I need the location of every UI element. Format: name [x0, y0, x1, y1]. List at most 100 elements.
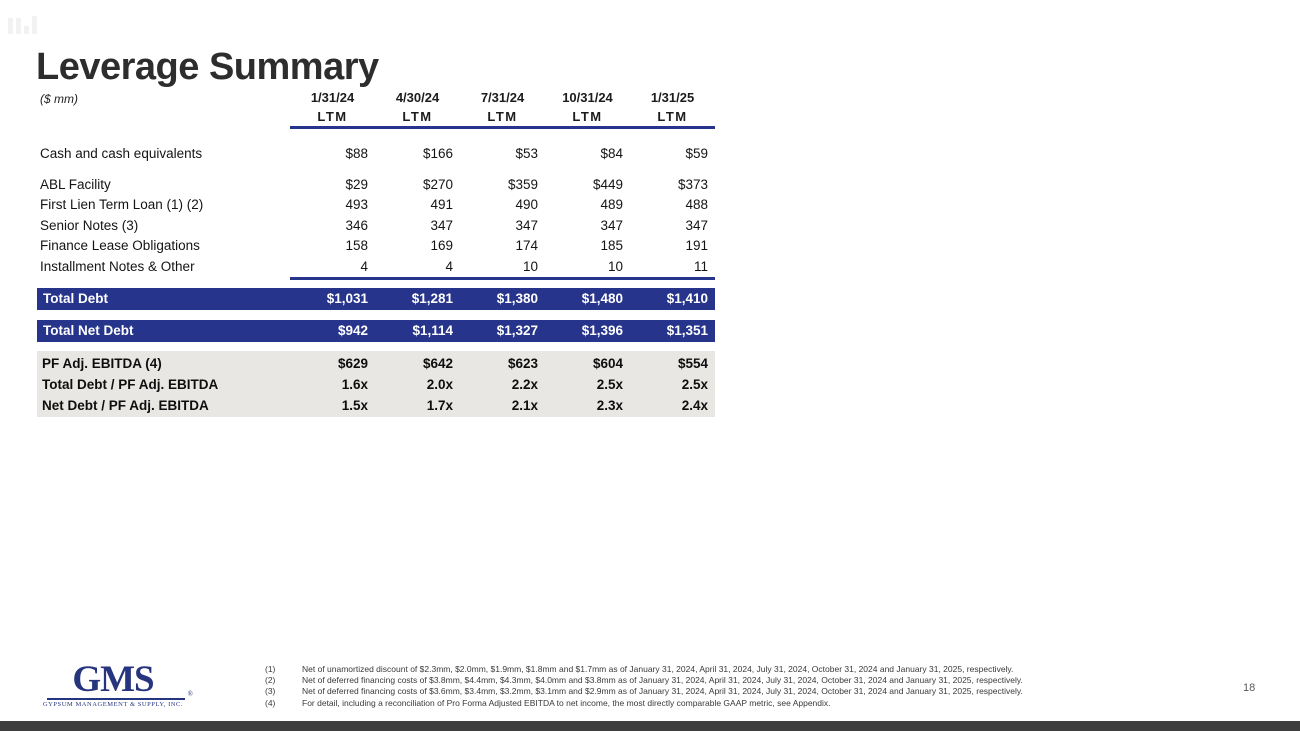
- ebitda-metrics-section: PF Adj. EBITDA (4) $629 $642 $623 $604 $…: [37, 350, 715, 417]
- table-row: Cash and cash equivalents $88 $166 $53 $…: [37, 143, 715, 164]
- cell-value: $1,380: [496, 291, 538, 306]
- gms-logo-text: GMS: [72, 659, 154, 700]
- cell-value: 11: [693, 258, 708, 274]
- cell-value: 2.5x: [681, 376, 708, 392]
- row-label: Senior Notes (3): [40, 217, 139, 233]
- ltm-label: LTM: [402, 108, 433, 124]
- cell-value: $604: [592, 355, 623, 371]
- cell-value: 169: [430, 238, 453, 254]
- table-row: PF Adj. EBITDA (4) $629 $642 $623 $604 $…: [37, 353, 715, 374]
- gms-logo-subtitle: GYPSUM MANAGEMENT & SUPPLY, INC.: [42, 701, 184, 708]
- cell-value: $1,114: [412, 323, 453, 338]
- cell-value: 4: [360, 258, 368, 274]
- subtotal-rule: [290, 276, 715, 280]
- cell-value: 2.1x: [511, 397, 538, 413]
- row-label: ABL Facility: [40, 176, 111, 192]
- cell-value: 158: [345, 238, 368, 254]
- footnote-text: Net of deferred financing costs of $3.6m…: [302, 686, 1023, 697]
- cell-value: $554: [677, 355, 708, 371]
- row-label: Net Debt / PF Adj. EBITDA: [42, 397, 209, 413]
- cell-value: $629: [337, 355, 368, 371]
- table-row: Total Debt / PF Adj. EBITDA 1.6x 2.0x 2.…: [37, 374, 715, 395]
- header-rule: [290, 126, 715, 129]
- cell-value: $1,031: [326, 291, 368, 306]
- cell-value: $29: [345, 176, 368, 192]
- ltm-label: LTM: [487, 108, 518, 124]
- row-label: Installment Notes & Other: [40, 258, 195, 274]
- cell-value: 2.4x: [681, 397, 708, 413]
- cell-value: $1,410: [666, 291, 708, 306]
- cell-value: 346: [345, 217, 368, 233]
- ltm-label: LTM: [317, 108, 348, 124]
- cell-value: $642: [422, 355, 453, 371]
- cell-value: $88: [345, 146, 368, 161]
- cell-value: 490: [515, 197, 538, 213]
- row-label: Finance Lease Obligations: [40, 238, 200, 254]
- row-label: PF Adj. EBITDA (4): [42, 355, 162, 371]
- row-label: Total Debt / PF Adj. EBITDA: [42, 376, 219, 392]
- table-row: First Lien Term Loan (1) (2) 493 491 490…: [37, 195, 715, 216]
- cell-value: $1,351: [666, 323, 708, 338]
- cell-value: 488: [685, 197, 708, 213]
- column-header: 7/31/24: [480, 89, 525, 105]
- ltm-label: LTM: [657, 108, 688, 124]
- cell-value: $1,396: [581, 323, 623, 338]
- row-label: Cash and cash equivalents: [40, 146, 203, 161]
- footnote-text: Net of unamortized discount of $2.3mm, $…: [302, 664, 1014, 674]
- page-title: Leverage Summary: [36, 46, 379, 88]
- corner-bars-icon: [8, 14, 37, 34]
- cell-value: 185: [600, 238, 623, 254]
- column-header: 1/31/25: [650, 89, 695, 105]
- cell-value: 347: [515, 217, 538, 233]
- column-header: 1/31/24: [310, 89, 355, 105]
- table-row: ABL Facility $29 $270 $359 $449 $373: [37, 174, 715, 195]
- cell-value: 491: [430, 197, 453, 213]
- table-header-dates: 1/31/24 4/30/24 7/31/24 10/31/24 1/31/25: [37, 88, 715, 106]
- column-header: 10/31/24: [562, 89, 613, 105]
- cell-value: 174: [515, 238, 538, 254]
- footnote-number: (4): [265, 697, 276, 708]
- cell-value: 1.6x: [341, 376, 368, 392]
- table-header-periods: LTM LTM LTM LTM LTM: [37, 106, 715, 126]
- leverage-table: 1/31/24 4/30/24 7/31/24 10/31/24 1/31/25…: [37, 88, 715, 417]
- footnote-number: (2): [265, 675, 276, 686]
- cell-value: 10: [607, 258, 623, 274]
- gms-logo: GMS ® GYPSUM MANAGEMENT & SUPPLY, INC.: [33, 659, 193, 708]
- cell-value: 191: [685, 238, 708, 254]
- footnote: (4) For detail, including a reconciliati…: [265, 698, 1175, 709]
- table-row: Net Debt / PF Adj. EBITDA 1.5x 1.7x 2.1x…: [37, 395, 715, 416]
- cell-value: $1,480: [581, 291, 623, 306]
- cell-value: $84: [600, 146, 623, 161]
- debt-section: ABL Facility $29 $270 $359 $449 $373 Fir…: [37, 174, 715, 277]
- units-label: ($ mm): [40, 92, 78, 106]
- cell-value: $1,327: [496, 323, 538, 338]
- table-row: Senior Notes (3) 346 347 347 347 347: [37, 215, 715, 236]
- gms-logo-underline: ®: [47, 690, 193, 700]
- cell-value: 2.2x: [511, 376, 538, 392]
- footnote-number: (3): [265, 686, 276, 697]
- row-label: Total Debt: [43, 291, 108, 306]
- cell-value: $53: [515, 146, 538, 161]
- cell-value: $359: [507, 176, 538, 192]
- footnotes: (1) Net of unamortized discount of $2.3m…: [265, 664, 1175, 709]
- ltm-label: LTM: [572, 108, 603, 124]
- row-label: First Lien Term Loan (1) (2): [40, 197, 204, 213]
- cell-value: 2.0x: [426, 376, 453, 392]
- footnote-number: (1): [265, 664, 276, 674]
- cell-value: 2.5x: [596, 376, 623, 392]
- column-header: 4/30/24: [395, 89, 440, 105]
- footnote: (3) Net of deferred financing costs of $…: [265, 686, 1175, 697]
- cell-value: 1.5x: [341, 397, 368, 413]
- cell-value: $942: [337, 323, 368, 338]
- cell-value: $373: [677, 176, 708, 192]
- cell-value: 347: [685, 217, 708, 233]
- cell-value: $623: [507, 355, 538, 371]
- cell-value: 10: [522, 258, 538, 274]
- bottom-bar: [0, 721, 1300, 731]
- page-number: 18: [1243, 682, 1256, 694]
- cell-value: 4: [445, 258, 453, 274]
- cell-value: $59: [685, 146, 708, 161]
- row-label: Total Net Debt: [43, 323, 134, 338]
- total-debt-banner: Total Debt $1,031 $1,281 $1,380 $1,480 $…: [37, 287, 715, 310]
